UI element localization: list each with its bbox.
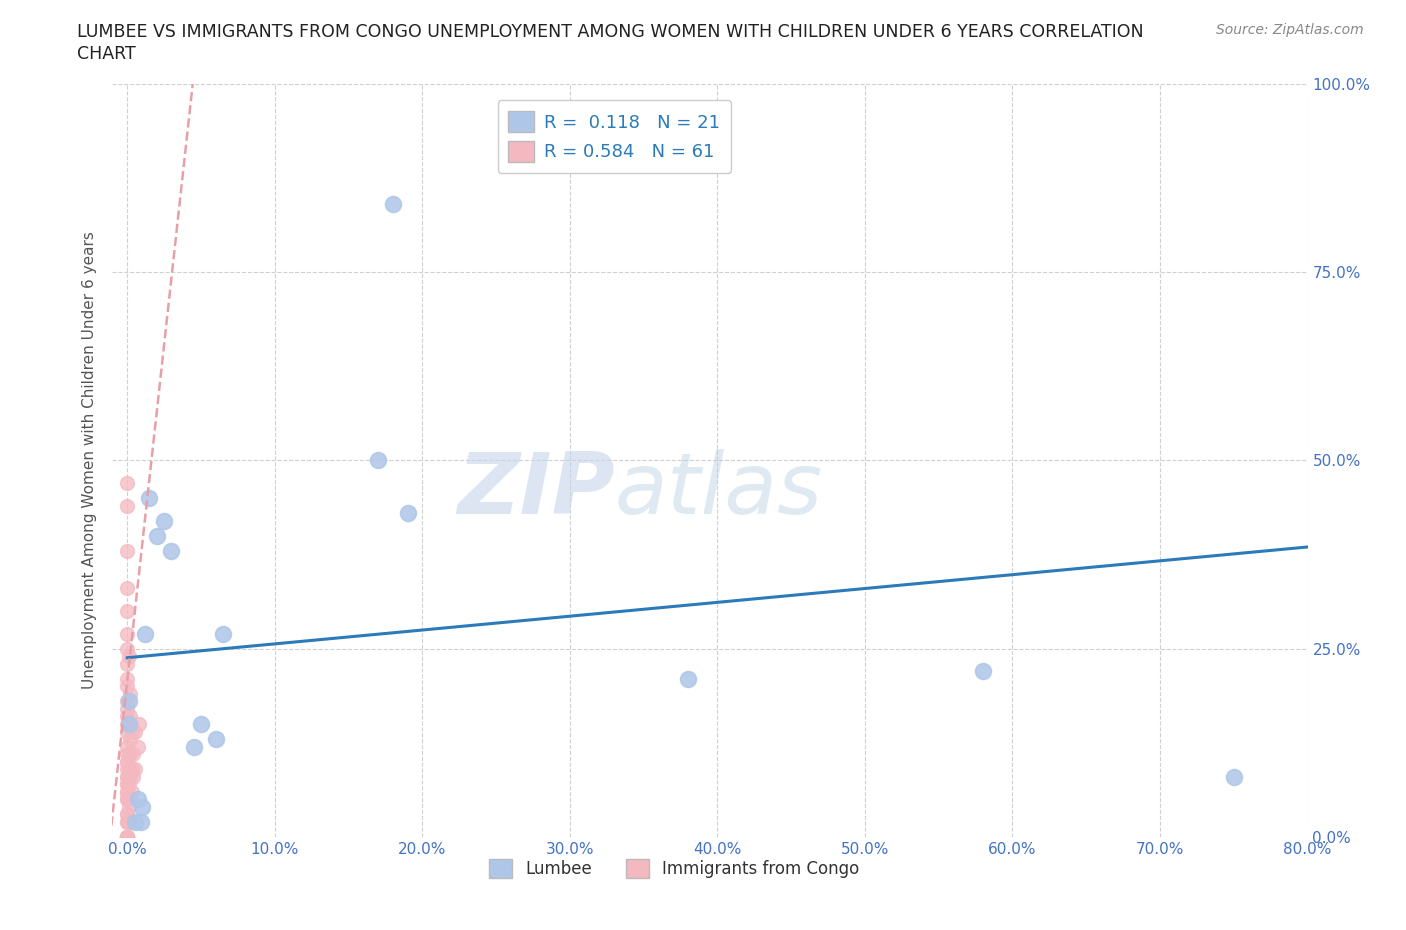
Point xyxy=(121,762,143,777)
Point xyxy=(381,197,404,212)
Point xyxy=(118,747,141,762)
Point xyxy=(115,830,138,844)
Point xyxy=(115,701,138,716)
Point xyxy=(115,762,138,777)
Text: ZIP: ZIP xyxy=(457,449,614,532)
Text: Source: ZipAtlas.com: Source: ZipAtlas.com xyxy=(1216,23,1364,37)
Point xyxy=(127,739,149,754)
Point xyxy=(115,754,138,769)
Text: atlas: atlas xyxy=(614,449,823,532)
Point xyxy=(129,815,152,830)
Point xyxy=(120,792,142,807)
Point xyxy=(115,626,138,641)
Point xyxy=(115,754,138,769)
Point xyxy=(118,800,141,815)
Point xyxy=(120,732,142,747)
Point xyxy=(134,626,156,641)
Point xyxy=(115,815,138,830)
Point xyxy=(367,453,389,468)
Point xyxy=(127,792,149,807)
Point xyxy=(183,739,205,754)
Point xyxy=(115,543,138,558)
Point xyxy=(115,671,138,686)
Point xyxy=(124,762,146,777)
Point xyxy=(972,664,994,679)
Point xyxy=(115,604,138,618)
Point xyxy=(115,792,138,807)
Point xyxy=(115,724,138,739)
Point xyxy=(160,543,183,558)
Point xyxy=(138,491,160,506)
Point xyxy=(115,642,138,657)
Point xyxy=(115,581,138,596)
Point xyxy=(115,777,138,791)
Point xyxy=(118,649,141,664)
Point xyxy=(115,830,138,844)
Point xyxy=(145,528,167,543)
Point xyxy=(115,475,138,490)
Point xyxy=(115,830,138,844)
Point xyxy=(115,792,138,807)
Point xyxy=(204,732,226,747)
Point xyxy=(121,784,143,799)
Text: LUMBEE VS IMMIGRANTS FROM CONGO UNEMPLOYMENT AMONG WOMEN WITH CHILDREN UNDER 6 Y: LUMBEE VS IMMIGRANTS FROM CONGO UNEMPLOY… xyxy=(77,23,1144,41)
Point xyxy=(124,724,146,739)
Point xyxy=(115,784,138,799)
Point xyxy=(118,815,141,830)
Point xyxy=(115,717,138,732)
Point xyxy=(115,784,138,799)
Point xyxy=(115,830,138,844)
Point xyxy=(115,807,138,822)
Point xyxy=(190,717,212,732)
Point xyxy=(120,769,142,784)
Text: CHART: CHART xyxy=(77,45,136,62)
Point xyxy=(115,830,138,844)
Point xyxy=(122,747,145,762)
Point xyxy=(115,830,138,844)
Point xyxy=(115,830,138,844)
Point xyxy=(122,769,145,784)
Y-axis label: Unemployment Among Women with Children Under 6 years: Unemployment Among Women with Children U… xyxy=(82,232,97,689)
Point xyxy=(115,679,138,694)
Point xyxy=(115,769,138,784)
Point xyxy=(115,657,138,671)
Point xyxy=(115,830,138,844)
Point xyxy=(120,709,142,724)
Legend: Lumbee, Immigrants from Congo: Lumbee, Immigrants from Congo xyxy=(482,853,866,885)
Point xyxy=(118,762,141,777)
Point xyxy=(115,498,138,513)
Point xyxy=(676,671,699,686)
Point xyxy=(115,739,138,754)
Point xyxy=(115,777,138,791)
Point xyxy=(115,769,138,784)
Point xyxy=(120,686,142,701)
Point xyxy=(153,513,176,528)
Point xyxy=(121,724,143,739)
Point xyxy=(128,717,150,732)
Point xyxy=(115,709,138,724)
Point xyxy=(1223,769,1246,784)
Point xyxy=(118,717,141,732)
Point xyxy=(118,777,141,791)
Point xyxy=(118,694,141,709)
Point xyxy=(131,800,153,815)
Point xyxy=(115,807,138,822)
Point xyxy=(115,815,138,830)
Point xyxy=(115,747,138,762)
Point xyxy=(120,747,142,762)
Point xyxy=(212,626,235,641)
Point xyxy=(396,506,419,521)
Point xyxy=(115,694,138,709)
Point xyxy=(124,815,146,830)
